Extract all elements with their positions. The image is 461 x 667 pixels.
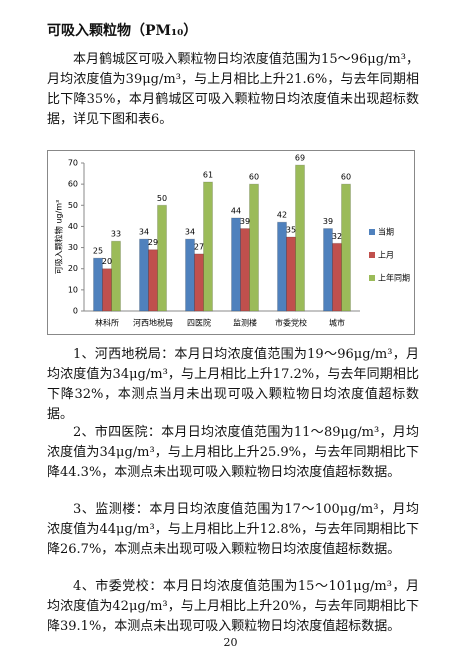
data-label: 60 [249,173,259,182]
data-label: 61 [203,171,213,180]
data-label: 20 [102,257,112,266]
bar [102,268,112,312]
data-label: 33 [111,230,121,239]
data-label: 25 [93,247,103,256]
bar [148,249,158,312]
y-tick-label: 30 [68,243,78,252]
data-label: 44 [231,206,241,215]
y-axis-label: 可吸入颗粒物 ug/m³ [54,200,64,274]
x-tick-label: 四医院 [187,318,211,328]
y-tick-label: 70 [68,159,78,168]
bar [194,253,204,312]
bar [139,238,149,312]
data-label: 42 [277,211,287,220]
data-label: 34 [185,228,195,237]
y-tick-label: 50 [68,201,78,210]
legend-label: 上月 [378,251,394,260]
y-tick-label: 10 [68,285,78,294]
bar [295,164,305,312]
bar [332,242,342,312]
paragraph: 3、监测楼：本月日均浓度值范围为17～100μg/m³，月均浓度值为44μg/m… [47,502,419,557]
y-tick-label: 40 [68,222,78,231]
bar [277,221,287,312]
paragraph: 1、河西地税局：本月日均浓度值范围为19～96μg/m³，月均浓度值为34μg/… [47,347,419,422]
y-tick-label: 0 [73,307,78,316]
paragraph: 4、市委党校：本月日均浓度值范围为15～101μg/m³，月均浓度值为42μg/… [47,579,419,634]
bar [323,228,333,312]
heading: 可吸入颗粒物（PM₁₀） [47,23,198,39]
page-number: 20 [223,636,238,649]
x-tick-label: 市委党校 [275,318,307,328]
legend-swatch [369,252,375,258]
data-label: 39 [323,217,333,226]
legend-swatch [369,229,375,235]
legend-label: 上年同期 [378,273,410,283]
paragraph: 2、市四医院：本月日均浓度值范围为11～89μg/m³，月均浓度值为34μg/m… [47,425,419,480]
x-tick-label: 林科所 [95,318,119,328]
data-label: 35 [286,226,296,235]
data-label: 27 [194,242,204,251]
data-label: 32 [332,232,342,241]
x-tick-label: 城市 [329,318,345,328]
legend-swatch [369,275,375,281]
bar [249,183,259,312]
data-label: 29 [148,238,158,247]
bar [240,228,250,312]
bar [231,217,241,312]
legend-label: 当期 [378,227,394,237]
x-tick-label: 监测楼 [233,318,257,328]
bar [341,183,351,312]
y-tick-label: 20 [68,264,78,273]
bar [286,236,296,312]
data-label: 34 [139,228,149,237]
data-label: 69 [295,154,305,163]
bar [111,240,121,312]
paragraph: 本月鹤城区可吸入颗粒物日均浓度值范围为15～96μg/m³，月均浓度值为39μg… [47,52,419,127]
data-label: 60 [341,173,351,182]
bar [157,204,167,312]
data-label: 50 [157,194,167,203]
data-label: 39 [240,217,250,226]
chart: 可吸入颗粒物 ug/m³ 010203040506070林科所252033河西地… [47,150,415,335]
bar [203,181,213,312]
x-tick-label: 河西地税局 [133,318,173,328]
y-tick-label: 60 [68,180,78,189]
